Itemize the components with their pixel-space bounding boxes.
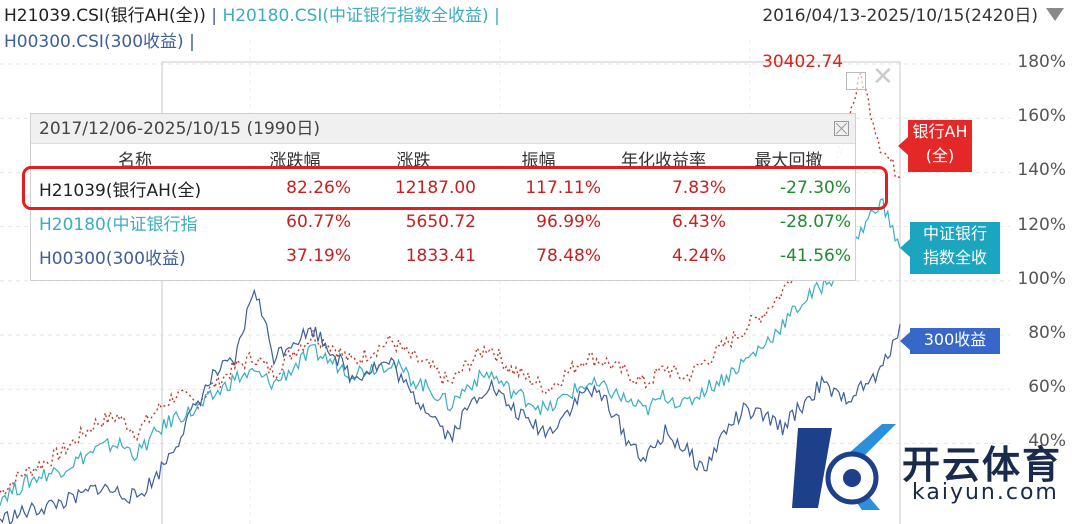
- legend-line-1: H21039.CSI(银行AH(全)) | H20180.CSI(中证银行指数全…: [4, 6, 500, 26]
- y-tick-label: 160%: [1017, 106, 1066, 126]
- y-tick-label: 140%: [1017, 160, 1066, 180]
- column-header: 最大回撤: [754, 150, 823, 171]
- panel-title: 2017/12/06-2025/10/15 (1990日): [31, 114, 855, 144]
- close-icon[interactable]: ✕: [872, 62, 894, 92]
- change: 5650.72: [405, 212, 476, 232]
- y-tick-label: 120%: [1017, 215, 1066, 235]
- tag-pointer-icon: [898, 137, 908, 155]
- max-value-label: 30402.74: [762, 52, 844, 72]
- series-2-end-tag: 中证银行 指数全收: [900, 222, 1000, 274]
- max-drawdown: -41.56%: [780, 246, 851, 266]
- max-drawdown: -28.07%: [780, 212, 851, 232]
- logo-icon: [792, 424, 896, 510]
- legend-line-2: H00300.CSI(300收益) |: [4, 32, 195, 52]
- logo-domain: kaiyun.com: [912, 480, 1059, 505]
- change-pct: 82.26%: [286, 178, 351, 198]
- table-row[interactable]: H21039(银行AH(全) 82.26% 12187.00 117.11% 7…: [31, 171, 851, 205]
- column-header: 涨跌幅: [269, 150, 321, 171]
- series-line-3: [0, 288, 901, 524]
- close-icon[interactable]: [834, 121, 849, 136]
- series-3-title[interactable]: H00300.CSI(300收益): [4, 32, 184, 52]
- row-name: H21039(银行AH(全): [39, 180, 202, 201]
- y-tick-label: 40%: [1028, 431, 1066, 451]
- change: 1833.41: [405, 246, 476, 266]
- change-pct: 60.77%: [286, 212, 351, 232]
- date-range[interactable]: 2016/04/13-2025/10/15(2420日): [762, 6, 1038, 26]
- change-pct: 37.19%: [286, 246, 351, 266]
- amplitude: 117.11%: [525, 178, 601, 198]
- interval-stats-panel: 2017/12/06-2025/10/15 (1990日) 名称 涨跌幅 涨跌 …: [30, 113, 856, 281]
- series-3-end-tag: 300收益: [900, 328, 1000, 354]
- series-1-end-tag: 银行AH (全): [898, 120, 972, 172]
- annualized-return: 6.43%: [671, 212, 726, 232]
- series-line-2: [0, 197, 901, 506]
- stats-table: 名称 涨跌幅 涨跌 振幅 年化收益率 最大回撤 H21039(银行AH(全) 8…: [31, 145, 851, 273]
- tag-pointer-icon: [900, 332, 910, 350]
- annualized-return: 4.24%: [671, 246, 726, 266]
- series-2-title[interactable]: H20180.CSI(中证银行指数全收益): [222, 6, 489, 26]
- max-drawdown: -27.30%: [780, 178, 851, 198]
- row-name: H20180(中证银行指: [39, 214, 198, 235]
- y-tick-label: 60%: [1028, 377, 1066, 397]
- column-header: 名称: [118, 150, 152, 171]
- series-line-1: [0, 71, 901, 496]
- chevron-down-icon[interactable]: [1046, 8, 1064, 21]
- row-name: H00300(300收益): [39, 248, 186, 269]
- y-tick-label: 100%: [1017, 269, 1066, 289]
- y-tick-label: 180%: [1017, 52, 1066, 72]
- series-1-title[interactable]: H21039.CSI(银行AH(全)): [4, 6, 206, 26]
- y-tick-label: 80%: [1028, 323, 1066, 343]
- annualized-return: 7.83%: [671, 178, 726, 198]
- row-highlight-box: [22, 166, 888, 210]
- tag-pointer-icon: [900, 239, 910, 257]
- column-header: 涨跌: [396, 150, 431, 171]
- amplitude: 78.48%: [536, 246, 601, 266]
- logo-text: 开云体育: [902, 443, 1063, 487]
- amplitude: 96.99%: [536, 212, 601, 232]
- table-row[interactable]: H20180(中证银行指 60.77% 5650.72 96.99% 6.43%…: [31, 205, 851, 239]
- maximize-icon[interactable]: [846, 72, 866, 90]
- column-header: 振幅: [521, 150, 556, 171]
- change: 12187.00: [394, 178, 476, 198]
- column-header: 年化收益率: [621, 150, 706, 171]
- table-row[interactable]: H00300(300收益) 37.19% 1833.41 78.48% 4.24…: [31, 239, 851, 273]
- table-header: 名称 涨跌幅 涨跌 振幅 年化收益率 最大回撤: [31, 145, 851, 171]
- interval-selection[interactable]: [161, 61, 901, 524]
